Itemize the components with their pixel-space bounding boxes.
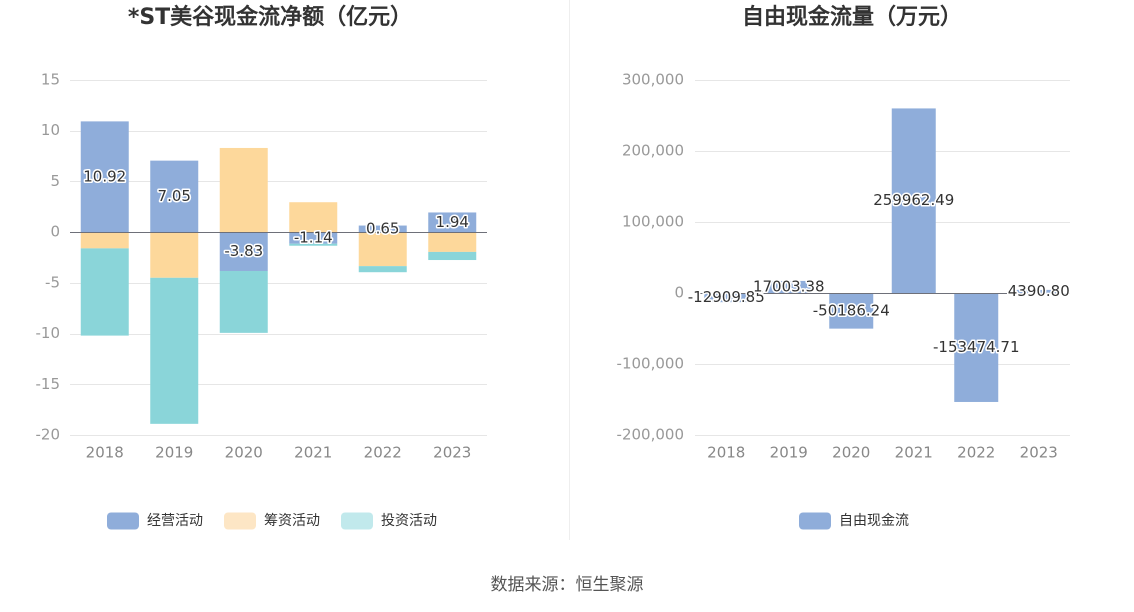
x-tick-label-2021: 2021 — [895, 444, 933, 462]
bar-financing-2020 — [219, 147, 268, 233]
data-label-free-cashflow-2020: -50186.24 — [813, 301, 890, 319]
bar-financing-2022 — [358, 232, 407, 267]
bar-free-cashflow-2018 — [704, 293, 749, 303]
bar-operating-2019 — [150, 160, 199, 233]
y-tick-label: 0 — [674, 284, 684, 302]
legend-swatch — [224, 512, 256, 530]
bar-operating-2022 — [358, 225, 407, 233]
bar-investing-2018 — [80, 248, 129, 336]
legend-item-financing[interactable]: 筹资活动 — [224, 512, 320, 530]
legend-label: 自由现金流 — [839, 513, 909, 529]
y-tick-label: -5 — [45, 273, 60, 291]
bar-free-cashflow-2019 — [766, 280, 811, 293]
legend-swatch — [341, 512, 373, 530]
x-tick-label-2019: 2019 — [770, 444, 808, 462]
y-tick-label: -15 — [36, 375, 61, 393]
data-label-operating-2021: -1.14 — [294, 228, 333, 246]
bar-investing-2021 — [289, 243, 338, 246]
chart-title: *ST美谷现金流净额（亿元） — [128, 4, 412, 30]
bar-financing-2019 — [150, 232, 199, 278]
bar-free-cashflow-2020 — [829, 293, 874, 329]
bar-operating-2023 — [428, 212, 477, 233]
y-tick-label: -200,000 — [617, 426, 684, 444]
legend-swatch — [107, 512, 139, 530]
y-tick-label: 5 — [50, 172, 60, 190]
y-tick-label: -20 — [36, 426, 61, 444]
data-label-operating-2022: 0.65 — [366, 219, 399, 237]
bar-investing-2023 — [428, 251, 477, 261]
y-tick-label: 0 — [50, 223, 60, 241]
x-tick-label-2021: 2021 — [294, 444, 332, 462]
y-tick-label: 15 — [41, 71, 60, 89]
x-tick-label-2020: 2020 — [832, 444, 870, 462]
legend-label: 投资活动 — [381, 513, 437, 529]
data-label-operating-2018: 10.92 — [83, 167, 126, 185]
x-tick-label-2018: 2018 — [86, 444, 124, 462]
data-label-operating-2023: 1.94 — [436, 213, 469, 231]
bar-investing-2020 — [219, 270, 268, 333]
x-tick-label-2022: 2022 — [957, 444, 995, 462]
bar-free-cashflow-2023 — [1016, 289, 1061, 293]
x-tick-label-2020: 2020 — [225, 444, 263, 462]
bar-free-cashflow-2021 — [891, 108, 936, 293]
legend-item-investing[interactable]: 投资活动 — [341, 512, 437, 530]
bar-financing-2023 — [428, 232, 477, 252]
data-label-free-cashflow-2021: 259962.49 — [873, 191, 954, 209]
bar-operating-2018 — [80, 121, 129, 233]
bar-investing-2022 — [358, 266, 407, 273]
y-tick-label: 10 — [41, 121, 60, 139]
data-label-free-cashflow-2022: -153474.71 — [933, 338, 1020, 356]
cashflow-net-chart: *ST美谷现金流净额（亿元） 15 10 5 0 -5 -10 -15 -20 2018 2019 2… — [36, 4, 487, 530]
y-tick-label: 300,000 — [622, 71, 684, 89]
y-tick-label: 200,000 — [622, 142, 684, 160]
data-label-free-cashflow-2018: -12909.85 — [688, 288, 765, 306]
x-tick-label-2023: 2023 — [1020, 444, 1058, 462]
y-tick-label: 100,000 — [622, 213, 684, 231]
y-tick-label: -10 — [36, 324, 61, 342]
bar-operating-2021 — [289, 232, 338, 244]
data-label-operating-2020: -3.83 — [224, 242, 263, 260]
legend-label: 筹资活动 — [264, 512, 320, 529]
bar-investing-2019 — [150, 277, 199, 424]
x-tick-label-2023: 2023 — [433, 444, 471, 462]
data-label-free-cashflow-2019: 17003.38 — [753, 277, 825, 295]
x-tick-label-2019: 2019 — [155, 444, 193, 462]
bar-financing-2021 — [289, 202, 338, 233]
chart-title: 自由现金流量（万元） — [742, 4, 962, 30]
bar-financing-2018 — [80, 232, 129, 249]
legend-item-free-cashflow[interactable]: 自由现金流 — [799, 512, 909, 530]
data-source-note: 数据来源：恒生聚源 — [491, 575, 644, 595]
data-label-operating-2019: 7.05 — [158, 187, 191, 205]
data-label-free-cashflow-2023: 4390.80 — [1008, 282, 1070, 300]
free-cashflow-chart: 自由现金流量（万元） 300,000 200,000 100,000 0 -100,000… — [617, 4, 1071, 530]
y-tick-label: -100,000 — [617, 355, 684, 373]
bar-operating-2020 — [219, 232, 268, 271]
legend-label: 经营活动 — [147, 513, 203, 529]
bar-free-cashflow-2022 — [954, 293, 999, 402]
legend-item-operating[interactable]: 经营活动 — [107, 512, 203, 530]
x-tick-label-2022: 2022 — [364, 444, 402, 462]
legend-swatch — [799, 512, 831, 530]
x-tick-label-2018: 2018 — [707, 444, 745, 462]
